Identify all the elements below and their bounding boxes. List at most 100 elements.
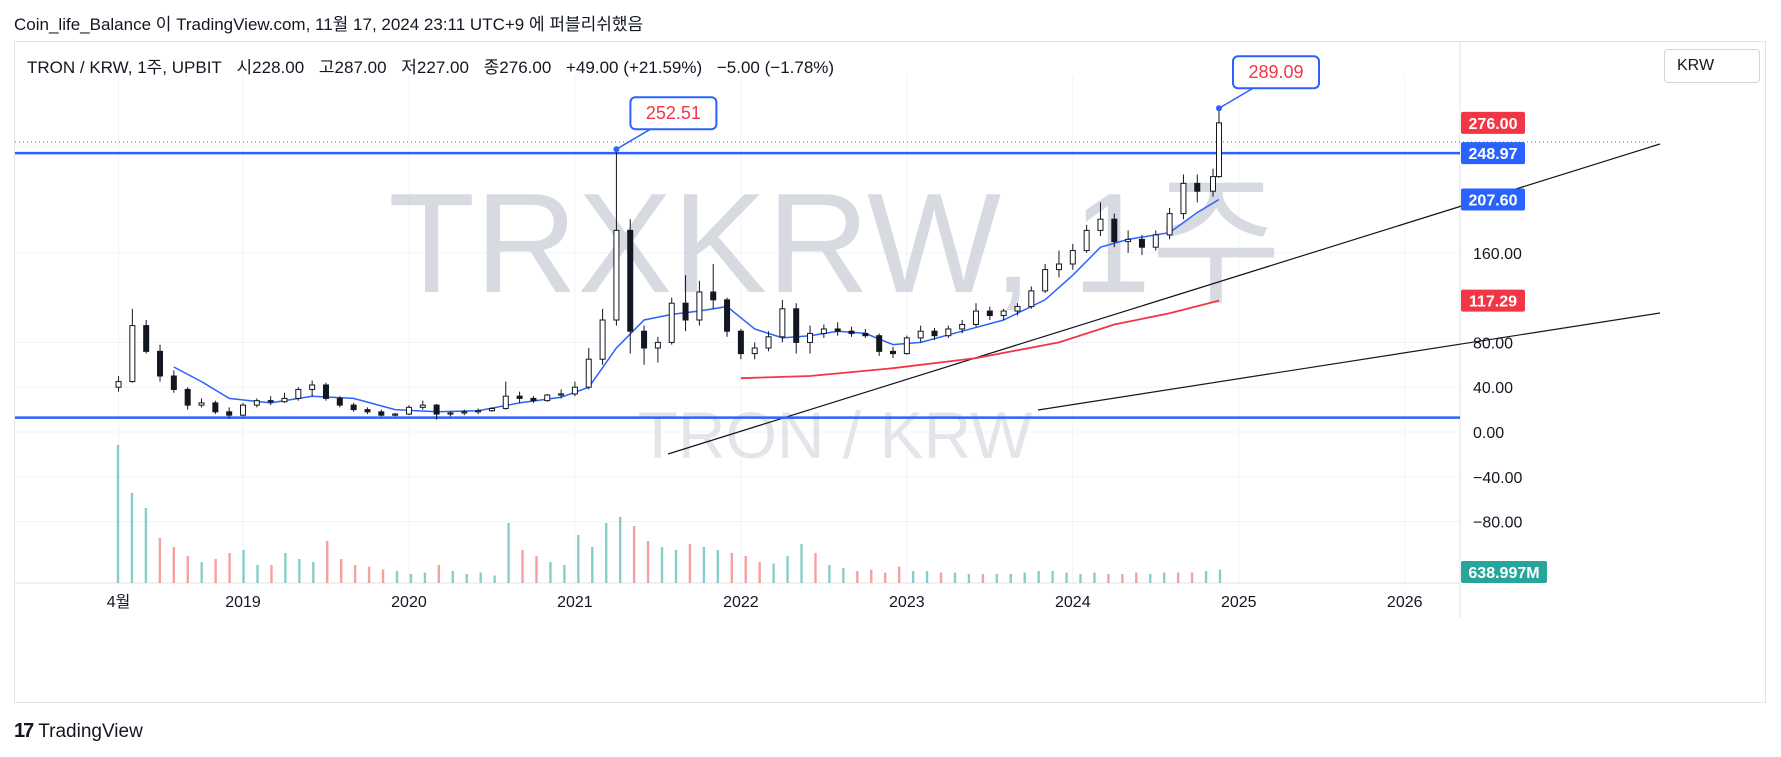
volume-bar bbox=[535, 556, 538, 583]
tradingview-logo[interactable]: 17 TradingView bbox=[14, 720, 143, 743]
candle-body bbox=[281, 397, 288, 403]
price-tags: 276.00 248.97 207.60 117.29 638.997M bbox=[1461, 111, 1547, 583]
volume-bar bbox=[437, 565, 441, 583]
volume-bar bbox=[326, 541, 329, 583]
volume-bar bbox=[646, 541, 650, 583]
volume-bar bbox=[591, 547, 594, 583]
volume-bar bbox=[577, 535, 580, 583]
volume-bar bbox=[1135, 572, 1138, 583]
candle-body bbox=[793, 308, 800, 343]
candle-body bbox=[198, 402, 205, 406]
candles bbox=[115, 108, 1222, 420]
trendline-lower bbox=[1037, 312, 1661, 411]
volume-bar bbox=[967, 574, 971, 583]
volume-bar bbox=[981, 574, 985, 583]
volume-bar bbox=[632, 526, 636, 583]
x-tick-label: 2026 bbox=[1387, 594, 1423, 611]
candle-body bbox=[336, 397, 343, 406]
volume-bar bbox=[842, 568, 845, 583]
candle-body bbox=[807, 332, 814, 343]
candle-body bbox=[959, 323, 966, 330]
candle-body bbox=[724, 299, 731, 332]
candle-body bbox=[1210, 176, 1216, 192]
volume-bar bbox=[870, 569, 873, 583]
candle-body bbox=[1111, 218, 1118, 243]
volume-bar bbox=[158, 538, 162, 583]
y-tick-label: −40.00 bbox=[1473, 470, 1522, 487]
candle-body bbox=[627, 229, 634, 332]
price-tag-label: 276.00 bbox=[1469, 116, 1518, 133]
volume-bar bbox=[284, 553, 287, 583]
volume-bar bbox=[298, 559, 301, 583]
volume-bar bbox=[381, 569, 385, 583]
candle-body bbox=[322, 384, 329, 399]
candle-body bbox=[392, 413, 399, 416]
volume-bar bbox=[423, 572, 427, 583]
volume-bar bbox=[186, 556, 189, 583]
price-tag-label: 248.97 bbox=[1469, 146, 1518, 163]
volume-tag-label: 638.997M bbox=[1468, 565, 1539, 582]
y-tick-label: 40.00 bbox=[1473, 380, 1513, 397]
candle-body bbox=[751, 347, 758, 355]
x-tick-label: 2020 bbox=[391, 594, 427, 611]
volume-bar bbox=[744, 556, 747, 583]
volume-bar bbox=[200, 562, 203, 583]
chart-grid bbox=[15, 42, 1461, 618]
volume-bar bbox=[1121, 574, 1124, 583]
price-tag-label: 117.29 bbox=[1469, 294, 1517, 311]
candle-body bbox=[1194, 182, 1201, 192]
candle-body bbox=[682, 302, 689, 321]
volume-bar bbox=[786, 556, 789, 583]
volume-bar bbox=[1176, 572, 1180, 583]
candle-body bbox=[931, 330, 938, 337]
candle-body bbox=[945, 328, 952, 337]
candle-body bbox=[530, 397, 537, 402]
volume-bar bbox=[172, 547, 175, 583]
candle-body bbox=[599, 319, 606, 360]
candle-body bbox=[157, 350, 164, 377]
price-tag bbox=[1461, 289, 1525, 312]
candle-body bbox=[585, 358, 592, 388]
volume-bar bbox=[884, 572, 887, 583]
candle-body bbox=[1097, 218, 1104, 231]
volume-bar bbox=[1009, 574, 1012, 583]
candle-body bbox=[1000, 310, 1007, 317]
y-tick-label: 0.00 bbox=[1473, 425, 1504, 442]
legend-change: +49.00 (+21.59%) bbox=[566, 58, 703, 77]
volume-bar bbox=[660, 547, 664, 583]
tradingview-logo-text: TradingView bbox=[38, 720, 143, 742]
volume-bar bbox=[353, 565, 357, 583]
callout-pointer bbox=[616, 128, 651, 150]
volume-bar bbox=[1204, 571, 1208, 583]
volume-bar bbox=[549, 562, 552, 583]
currency-button[interactable]: KRW bbox=[1664, 49, 1760, 83]
candle-body bbox=[405, 406, 412, 415]
candle-body bbox=[295, 388, 302, 399]
volume-bar bbox=[1218, 569, 1222, 583]
volume-bar bbox=[953, 572, 957, 583]
callout-box bbox=[1232, 55, 1320, 90]
publish-line: Coin_life_Balance 이 TradingView.com, 11월… bbox=[14, 15, 644, 34]
volume-bar bbox=[716, 550, 720, 583]
y-axis: 160.00 80.00 40.00 0.00 −40.00 −80.00 bbox=[1473, 246, 1522, 532]
volume-bar bbox=[605, 523, 608, 583]
price-tag bbox=[1461, 188, 1525, 211]
volume-bar bbox=[521, 550, 524, 583]
candle-body bbox=[309, 384, 316, 390]
watermark-main: TRXKRW, 1주 bbox=[388, 164, 1281, 323]
legend-symbol: TRON / KRW, 1주, UPBIT bbox=[27, 58, 222, 77]
candle-body bbox=[544, 394, 551, 402]
candle-body bbox=[1055, 263, 1062, 271]
volume-bar bbox=[674, 550, 678, 583]
volume-bar bbox=[479, 572, 482, 583]
volume-bar bbox=[911, 571, 915, 583]
candle-body bbox=[184, 388, 191, 406]
legend-low: 저227.00 bbox=[401, 58, 469, 77]
volume-bar bbox=[772, 563, 775, 583]
callout-dot bbox=[613, 146, 620, 153]
candle-body bbox=[654, 341, 661, 349]
legend-open: 시228.00 bbox=[236, 58, 305, 77]
volume-bar bbox=[897, 566, 901, 583]
candle-body bbox=[516, 395, 523, 399]
